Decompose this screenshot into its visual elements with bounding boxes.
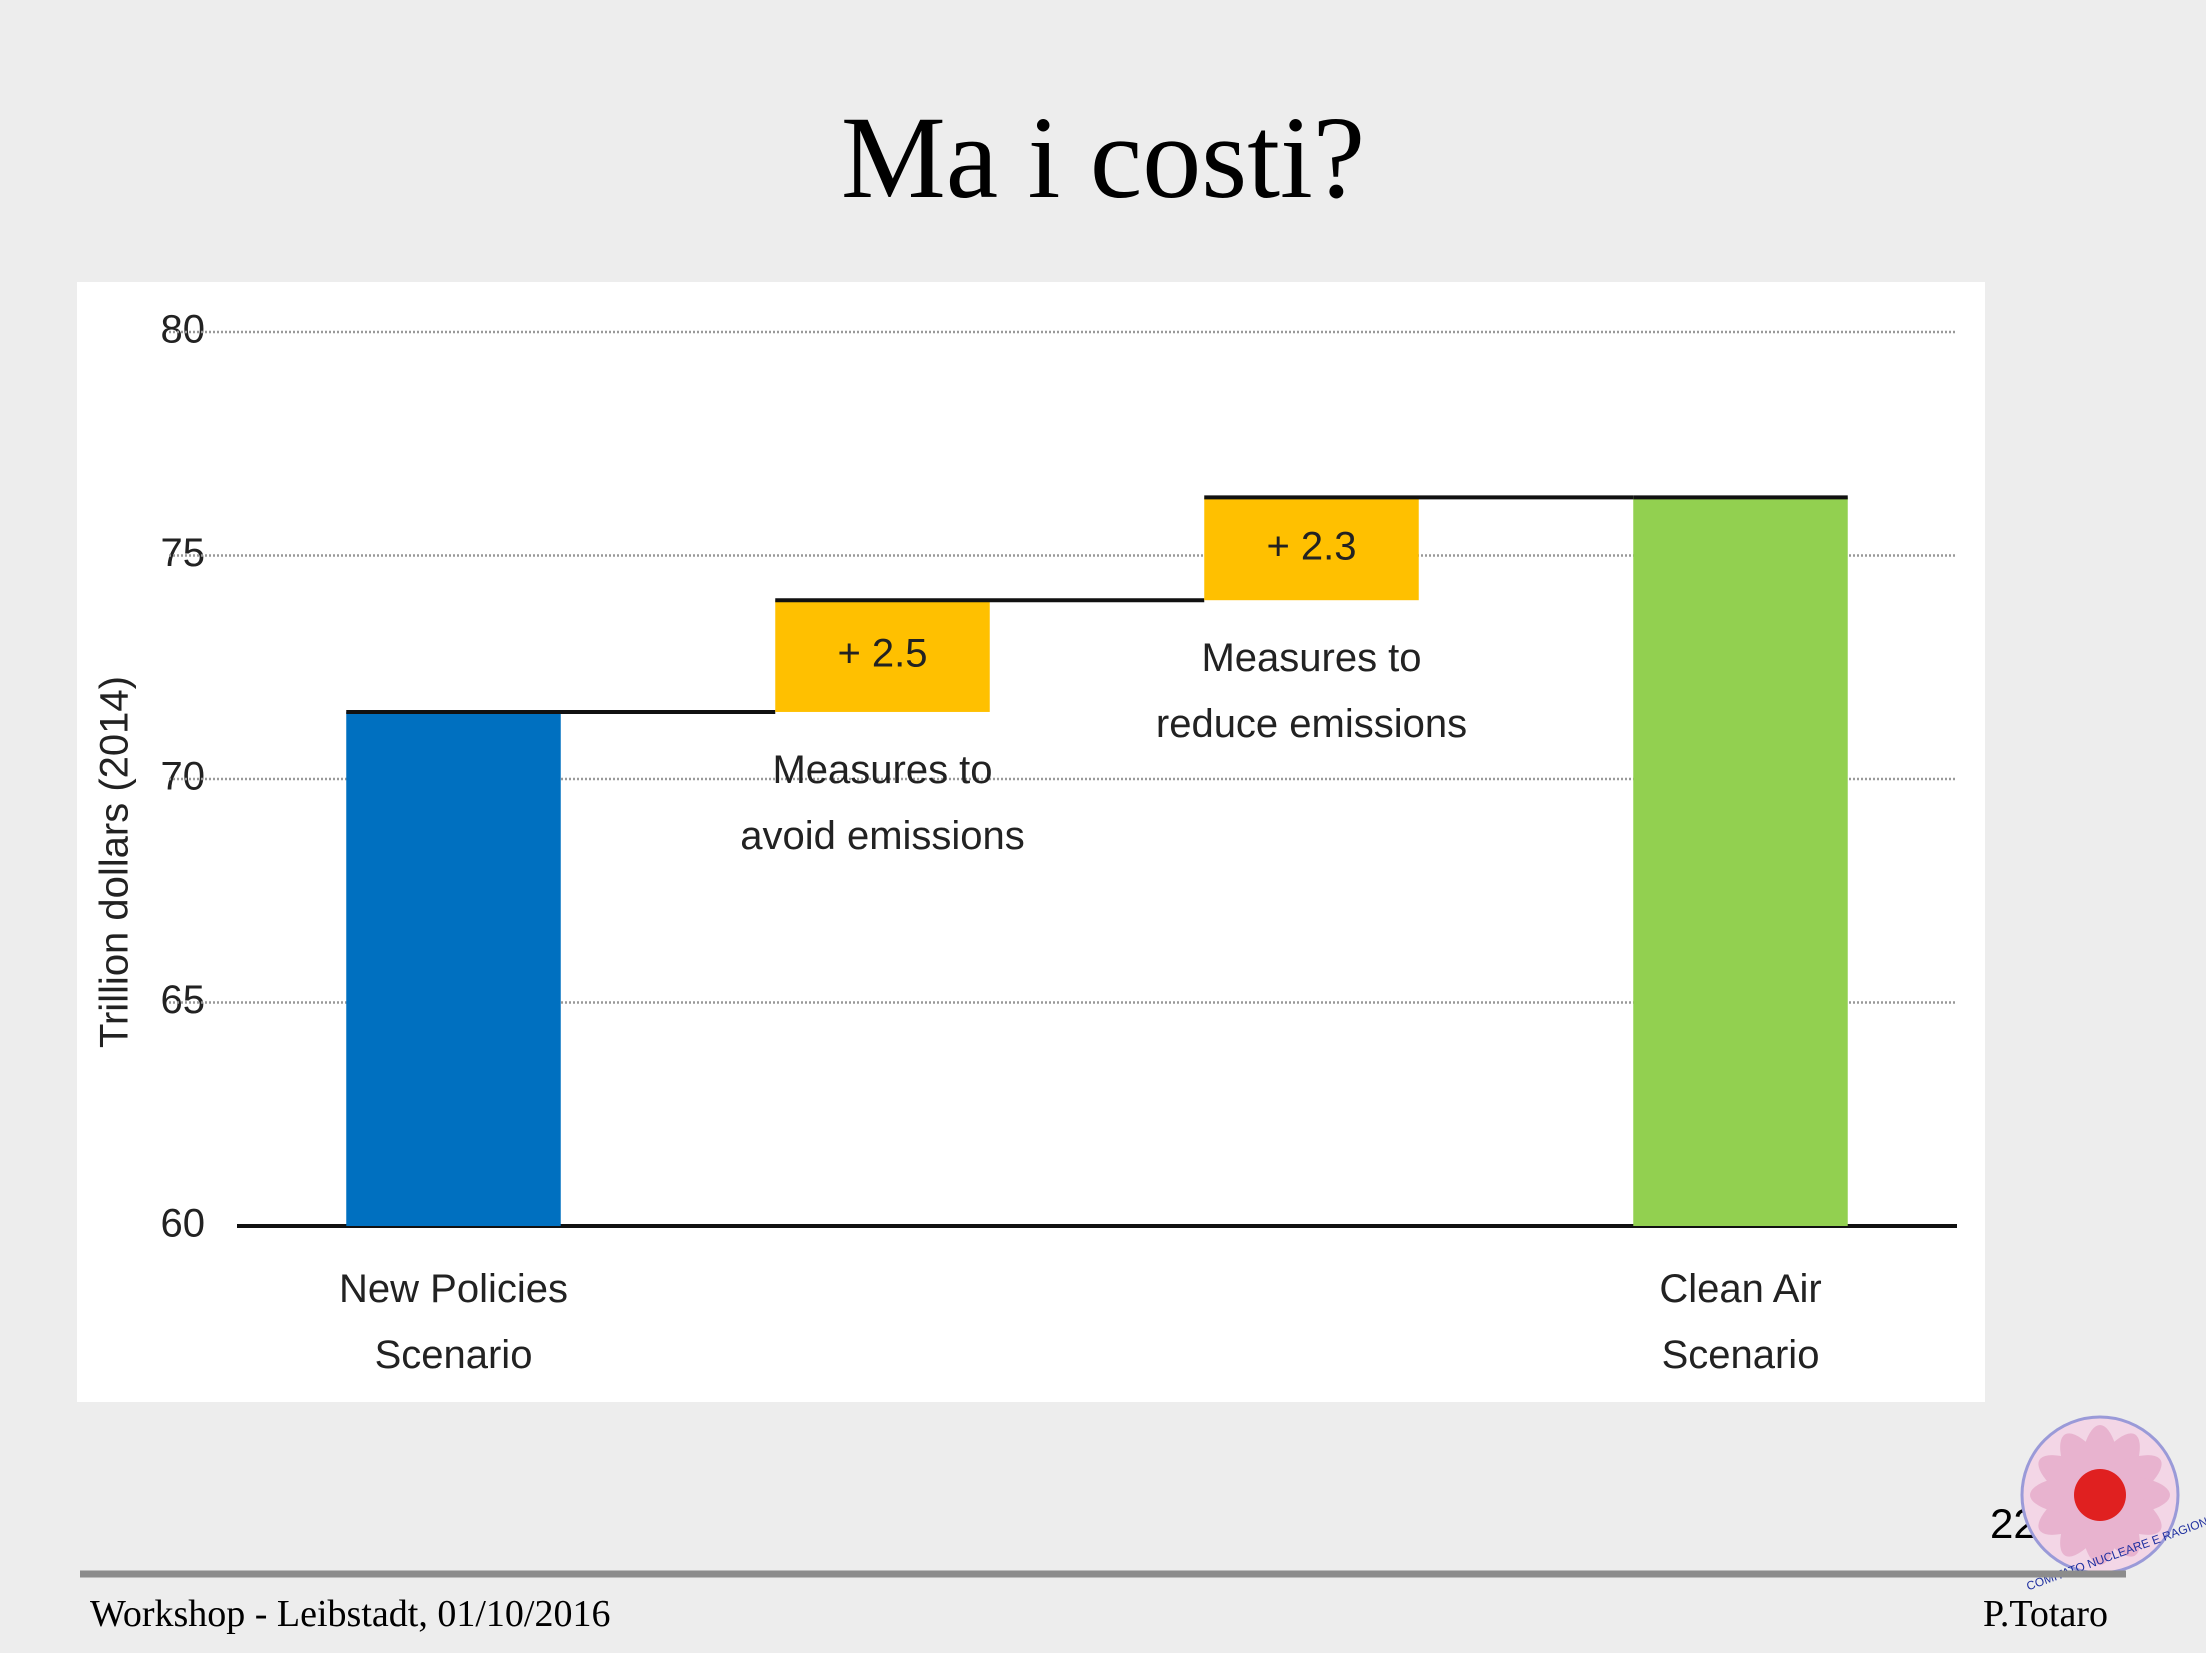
footer-left: Workshop - Leibstadt, 01/10/2016 [90, 1593, 611, 1635]
value-label: + 2.5 [837, 632, 927, 676]
y-tick-label: 80 [161, 308, 206, 352]
y-axis-title: Trillion dollars (2014) [93, 676, 137, 1048]
bar [346, 711, 561, 1226]
x-tick-label: Measures to avoid emissions [740, 747, 1025, 858]
chart: Trillion dollars (2014) 60 65 70 75 80 + 2.5 +… [93, 308, 1957, 1246]
y-tick-label: 75 [161, 531, 206, 575]
page-number: 22 [1990, 1500, 2037, 1547]
value-label: + 2.3 [1266, 524, 1356, 568]
y-tick-label: 70 [161, 755, 206, 799]
x-tick-label: Measures to reduce emissions [1155, 636, 1468, 747]
logo-text: COMITATO NUCLEARE E RAGIONE [2025, 1512, 2206, 1594]
y-tick-label: 65 [161, 978, 206, 1022]
bar [1633, 497, 1848, 1226]
x-tick-label: Clean Air Scenario [1659, 1267, 1822, 1377]
y-tick-label: 60 [161, 1202, 206, 1246]
bar [1204, 497, 1419, 601]
footer-right: P.Totaro [1982, 1593, 2108, 1635]
logo: COMITATO NUCLEARE E RAGIONE [2020, 1415, 2206, 1594]
x-tick-label: New Policies Scenario [339, 1267, 568, 1377]
bar [775, 600, 990, 712]
slide-title: Ma i costi? [840, 92, 1366, 223]
chart-area: Trillion dollars (2014) 60 65 70 75 80 + 2.5 +… [77, 282, 1985, 1402]
